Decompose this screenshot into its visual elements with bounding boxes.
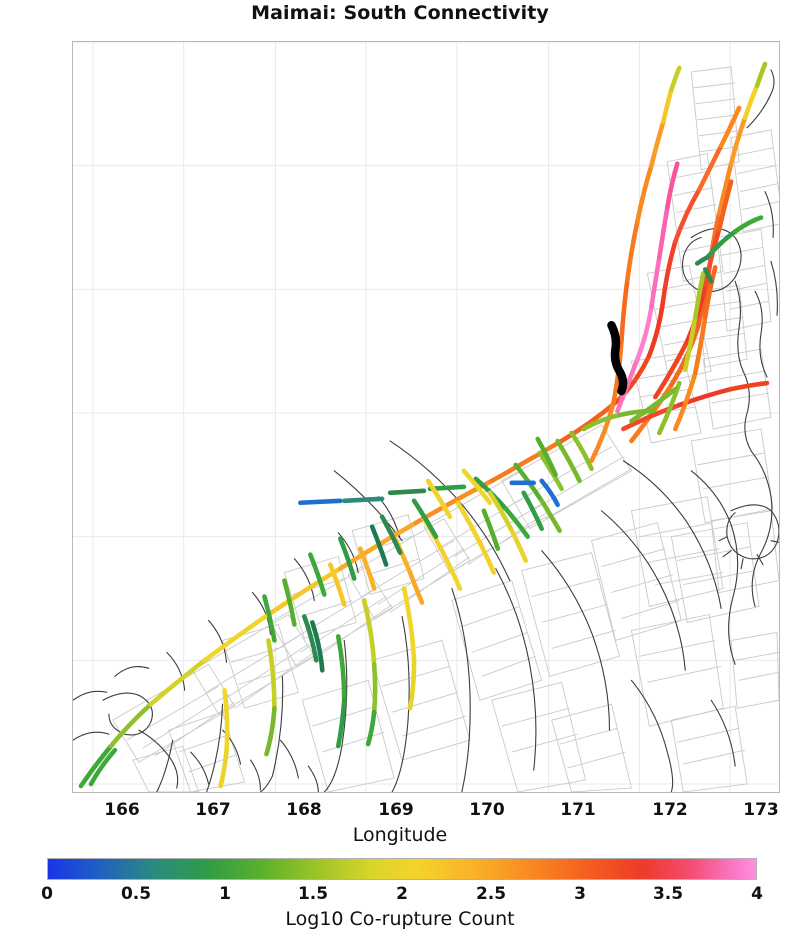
colorbar-tick-label: 3 bbox=[574, 884, 586, 904]
colorbar bbox=[47, 858, 757, 880]
colorbar-tick-label: 1.5 bbox=[297, 884, 329, 904]
map-plot-area bbox=[72, 41, 780, 793]
x-tick-label: 170 bbox=[469, 800, 505, 820]
highlighted-fault-section bbox=[607, 321, 628, 396]
x-tick-label: 172 bbox=[652, 800, 688, 820]
colorbar-gradient bbox=[47, 858, 757, 880]
grid-lines bbox=[73, 42, 779, 792]
page-title: Maimai: South Connectivity bbox=[251, 2, 549, 24]
fault-surface-projections bbox=[112, 66, 779, 792]
colorbar-tick-label: 3.5 bbox=[652, 884, 684, 904]
x-tick-label: 167 bbox=[195, 800, 231, 820]
colorbar-tick-label: 1 bbox=[219, 884, 231, 904]
colorbar-tick-label: 4 bbox=[751, 884, 763, 904]
fault-map bbox=[73, 42, 779, 792]
colored-fault-traces bbox=[78, 61, 770, 789]
x-tick-label: 166 bbox=[104, 800, 140, 820]
x-tick-label: 168 bbox=[286, 800, 322, 820]
colorbar-tick-label: 2.5 bbox=[475, 884, 507, 904]
colorbar-tick-label: 0.5 bbox=[120, 884, 152, 904]
x-tick-label: 171 bbox=[560, 800, 596, 820]
x-tick-label: 173 bbox=[743, 800, 779, 820]
colorbar-label: Log10 Co-rupture Count bbox=[285, 908, 515, 930]
coastline-and-inactive-faults bbox=[73, 69, 779, 792]
colorbar-tick-label: 2 bbox=[396, 884, 408, 904]
colorbar-tick-label: 0 bbox=[41, 884, 53, 904]
x-tick-label: 169 bbox=[378, 800, 414, 820]
x-axis-label: Longitude bbox=[352, 824, 448, 846]
